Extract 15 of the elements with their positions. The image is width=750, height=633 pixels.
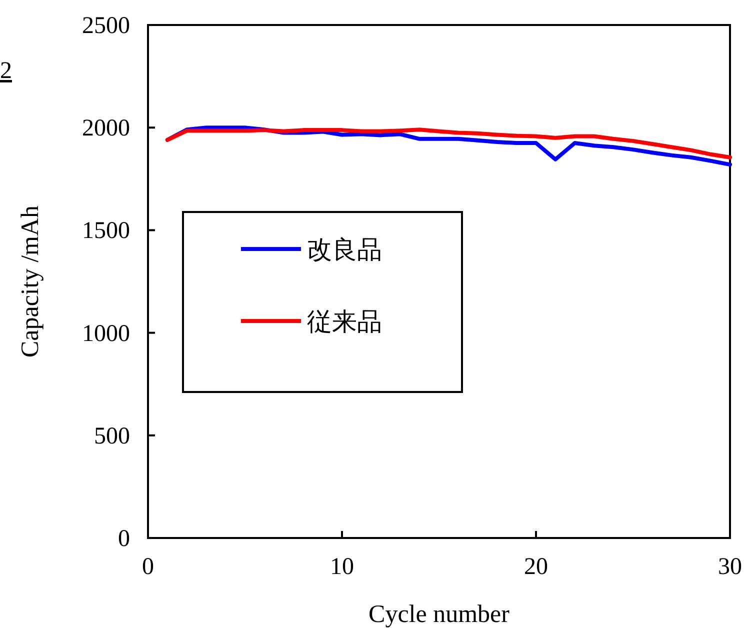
y-tick-label: 1000 (82, 320, 130, 347)
y-tick-label: 0 (118, 526, 130, 552)
x-tick-label: 20 (524, 554, 548, 580)
y-tick-label: 500 (94, 423, 130, 450)
legend-label: 従来品 (307, 307, 382, 336)
x-tick-label: 10 (330, 554, 354, 580)
y-axis-title: Capacity /mAh (17, 204, 44, 358)
y-tick-label: 2000 (82, 116, 130, 142)
y-tick-label: 1500 (82, 218, 130, 244)
x-tick-label: 30 (718, 554, 742, 580)
y-tick-label: 2500 (82, 13, 130, 39)
legend-label: 改良品 (307, 235, 382, 264)
x-tick-label: 0 (142, 554, 154, 580)
text: 2 (0, 58, 12, 84)
x-axis-title: Cycle number (368, 601, 510, 628)
